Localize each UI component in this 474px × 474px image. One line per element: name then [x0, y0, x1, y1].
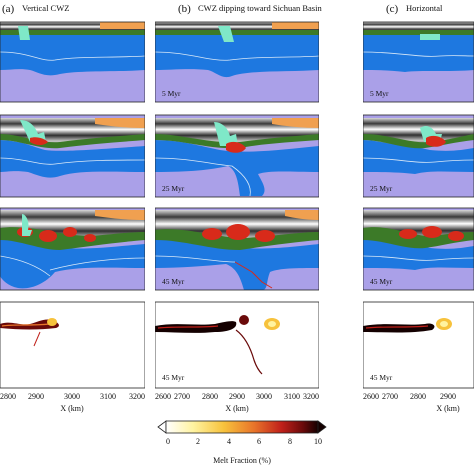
panel-b-row4: 45 Myr: [155, 301, 319, 389]
colorbar-tick: 10: [314, 437, 322, 446]
panel-letter-a: (a): [2, 3, 15, 15]
panel-c-row3: 45 Myr: [363, 207, 474, 291]
colorbar: 0 2 4 6 8 10 Melt Fraction (%): [157, 420, 327, 465]
colorbar-max-arrow: [317, 420, 327, 434]
time-label-b3: 45 Myr: [162, 277, 185, 286]
tick-label: 3200: [303, 392, 319, 401]
time-label-c4: 45 Myr: [370, 373, 393, 382]
tick-label: 2800: [202, 392, 218, 401]
panel-a-row3: [0, 207, 145, 291]
panel-a-row4: [0, 301, 145, 389]
tick-label: 3100: [100, 392, 116, 401]
tick-label: 2800: [0, 392, 16, 401]
panel-c-row4: 45 Myr: [363, 301, 474, 389]
panel-title-a: Vertical CWZ: [22, 3, 69, 13]
column-header-c: (c) Horizontal: [386, 3, 443, 15]
cwz-zone: [18, 26, 30, 40]
panel-b-row1: 5 Myr: [155, 21, 319, 103]
time-label-b2: 25 Myr: [162, 184, 185, 193]
panel-letter-b: (b): [178, 3, 191, 15]
tick-label: 2700: [382, 392, 398, 401]
tick-label: 2600: [363, 392, 379, 401]
colorbar-tick: 0: [166, 437, 170, 446]
x-axis-title-c: X (km): [436, 404, 460, 413]
tick-label: 3100: [284, 392, 300, 401]
panel-title-c: Horizontal: [406, 3, 443, 13]
column-header-a: (a) Vertical CWZ: [2, 3, 69, 15]
tick-label: 2900: [229, 392, 245, 401]
colorbar-gradient: [165, 420, 319, 434]
colorbar-title: Melt Fraction (%): [213, 456, 271, 465]
column-header-b: (b) CWZ dipping toward Sichuan Basin: [178, 3, 322, 15]
colorbar-tick: 6: [257, 437, 261, 446]
x-axis-title-a: X (km): [60, 404, 84, 413]
x-axis-c: 2600 2700 2800 2900 X (km): [363, 392, 460, 413]
tick-label: 2900: [440, 392, 456, 401]
panel-title-b: CWZ dipping toward Sichuan Basin: [198, 3, 322, 13]
colorbar-tick: 4: [227, 437, 231, 446]
panel-letter-c: (c): [386, 3, 399, 15]
panel-c-row1: 5 Myr: [363, 21, 474, 103]
panel-b-row2: 25 Myr: [155, 114, 319, 198]
x-axis-a: 2800 2900 3000 3100 3200 X (km): [0, 392, 145, 413]
panel-b-row3: 45 Myr: [155, 207, 319, 291]
tick-label: 3000: [64, 392, 80, 401]
lithosphere: [0, 34, 145, 76]
tick-label: 3200: [129, 392, 145, 401]
time-label-b4: 45 Myr: [162, 373, 185, 382]
time-label-b1: 5 Myr: [162, 89, 181, 98]
x-axis-b: 2600 2700 2800 2900 3000 3100 3200 X (km…: [155, 392, 319, 413]
tick-label: 2800: [410, 392, 426, 401]
panel-a-row1: [0, 21, 145, 103]
x-axis-title-b: X (km): [225, 404, 249, 413]
panel-a-row2: [0, 114, 145, 198]
tick-label: 2600: [155, 392, 171, 401]
tick-label: 3000: [256, 392, 272, 401]
time-label-c2: 25 Myr: [370, 184, 393, 193]
time-label-c3: 45 Myr: [370, 277, 393, 286]
time-label-c1: 5 Myr: [370, 89, 389, 98]
tick-label: 2700: [174, 392, 190, 401]
tick-label: 2900: [28, 392, 44, 401]
panel-c-row2: 25 Myr: [363, 114, 474, 198]
colorbar-min-arrow: [157, 420, 167, 434]
colorbar-tick: 8: [288, 437, 292, 446]
colorbar-tick: 2: [196, 437, 200, 446]
